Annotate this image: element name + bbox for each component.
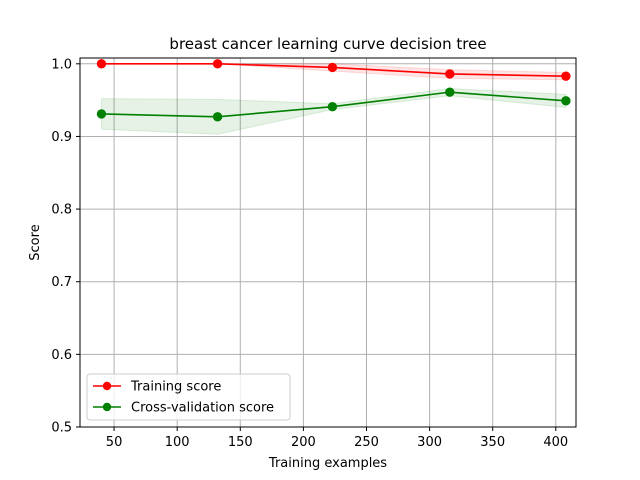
chart-title: breast cancer learning curve decision tr… bbox=[169, 35, 486, 53]
y-tick-label: 0.8 bbox=[51, 203, 72, 218]
x-tick-label: 350 bbox=[480, 435, 505, 450]
data-point bbox=[96, 109, 107, 119]
data-point bbox=[327, 62, 338, 73]
legend-marker bbox=[102, 381, 112, 391]
x-tick-label: 250 bbox=[354, 435, 379, 450]
y-tick-label: 0.7 bbox=[51, 275, 72, 290]
data-point bbox=[445, 69, 455, 79]
x-tick-label: 100 bbox=[165, 435, 190, 450]
x-tick-label: 400 bbox=[543, 435, 568, 450]
y-tick-label: 1.0 bbox=[51, 57, 72, 72]
x-axis-label: Training examples bbox=[268, 456, 387, 471]
data-point bbox=[212, 59, 223, 69]
data-point bbox=[212, 112, 223, 122]
y-tick-label: 0.5 bbox=[51, 421, 72, 436]
data-point bbox=[561, 96, 571, 106]
data-point bbox=[561, 71, 571, 81]
series-points bbox=[96, 59, 571, 122]
x-tick-label: 200 bbox=[291, 435, 316, 450]
y-tick-label: 0.6 bbox=[51, 348, 72, 363]
x-tick-label: 300 bbox=[417, 435, 442, 450]
x-tick-label: 150 bbox=[228, 435, 253, 450]
legend-box bbox=[86, 373, 291, 421]
confidence-band bbox=[100, 88, 567, 135]
legend: Training score Cross-validation score bbox=[86, 373, 291, 421]
legend-marker bbox=[102, 402, 112, 412]
axis-ticks: 50 100 150 200 250 300 350 400 0.5 0.6 0.7 0.8 0.9 1.… bbox=[51, 57, 568, 450]
plot-area-frame bbox=[79, 57, 577, 428]
data-point bbox=[96, 59, 107, 69]
x-tick-label: 50 bbox=[106, 435, 123, 450]
data-point bbox=[445, 87, 455, 97]
y-tick-label: 0.9 bbox=[51, 130, 72, 145]
y-axis-label: Score bbox=[28, 224, 43, 260]
legend-label: Training score bbox=[130, 380, 221, 395]
legend-label: Cross-validation score bbox=[131, 401, 274, 416]
data-point bbox=[327, 101, 338, 112]
